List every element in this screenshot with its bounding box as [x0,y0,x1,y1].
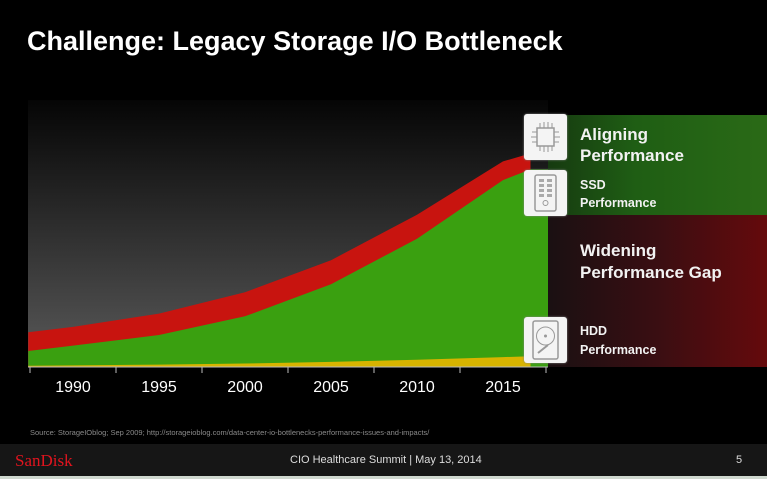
x-tick-label: 2000 [227,379,263,396]
area-hdd-performance [28,356,531,367]
ssd-label-1: SSD [580,178,606,192]
sandisk-logo: SanDisk [15,451,73,470]
area-ssd-performance [28,169,548,367]
page-number: 5 [736,454,743,466]
hdd-drive-icon [524,317,567,363]
cpu-chip-icon [524,114,567,160]
x-tick-label: 1995 [141,379,177,396]
x-tick-label: 2010 [399,379,435,396]
hdd-label-2: Performance [580,343,657,357]
footer: SanDisk CIO Healthcare Summit | May 13, … [0,444,767,476]
widening-label-2: Performance Gap [580,263,722,282]
x-tick-label: 1990 [55,379,91,396]
event-info: CIO Healthcare Summit | May 13, 2014 [290,454,482,466]
performance-chart: 1990 1995 2000 2005 2010 2015 [28,100,548,396]
x-tick-label: 2005 [313,379,349,396]
bottom-rule [0,476,767,479]
aligning-label: Aligning Performance [580,125,684,165]
ssd-drive-icon [524,170,567,216]
x-tick-label: 2015 [485,379,521,396]
hdd-label-1: HDD [580,324,608,338]
widening-gap-panel [548,215,767,367]
widening-label-1: Widening [580,241,657,260]
slide-title: Challenge: Legacy Storage I/O Bottleneck [27,26,563,56]
source-citation: Source: StorageIOblog; Sep 2009; http://… [30,428,430,437]
ssd-label-2: Performance [580,196,657,210]
aligning-panel [548,115,767,215]
